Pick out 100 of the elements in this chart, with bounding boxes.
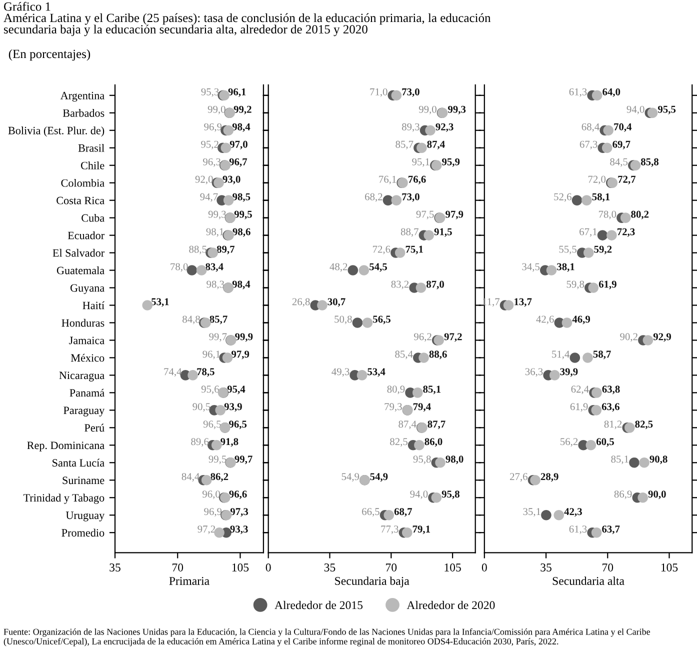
point	[384, 510, 394, 520]
data-label: 67,3	[580, 140, 598, 150]
data-label: 95,2	[201, 140, 218, 150]
data-label: 94,0	[410, 490, 428, 500]
point	[582, 352, 593, 363]
x-tick-label: 70	[172, 563, 184, 572]
data-label: 46,9	[572, 316, 590, 324]
data-label: 42,3	[564, 508, 582, 517]
y-tick-label: Trinidad y Tabago	[23, 494, 104, 504]
point	[362, 318, 373, 328]
data-label: 80,2	[631, 210, 649, 220]
data-label: 95,5	[658, 106, 676, 114]
chart-title: Gráfico 1 América Latina y el Caribe (25 países): tasa de conclusión de la educación primaria, la educación secundaria baja y la educación secundaria alta, alrededor de 2015 y 2020	[4, 2, 491, 36]
point	[586, 440, 596, 450]
data-label: 98,1	[206, 228, 224, 237]
data-label: 95,3	[201, 88, 219, 97]
point	[620, 212, 631, 223]
data-label: 90,5	[192, 403, 210, 412]
y-tick-label: Paraguay	[64, 406, 105, 416]
data-label: 72,0	[588, 176, 606, 184]
data-label: 61,3	[569, 526, 587, 534]
point	[597, 230, 608, 240]
data-label: 82,5	[390, 438, 408, 447]
x-tick-label: 70	[386, 563, 397, 572]
y-tick-label: El Salvador	[52, 248, 104, 257]
data-label: 97,3	[230, 508, 248, 517]
y-tick-label: Panamá	[70, 388, 104, 397]
x-tick-label: 35	[110, 564, 120, 572]
data-label: 96,9	[204, 123, 222, 132]
y-tick-label: Suriname	[62, 476, 104, 484]
data-label: 88,7	[400, 228, 418, 237]
point	[223, 125, 234, 136]
point	[602, 142, 612, 153]
data-label: 96,1	[228, 88, 246, 97]
data-label: 72,6	[372, 246, 390, 254]
point	[416, 142, 427, 153]
data-label: 87,4	[398, 420, 416, 430]
data-label: 99,3	[448, 106, 466, 114]
legend-label: Alrededor de 2015	[274, 600, 363, 610]
data-label: 85,8	[640, 158, 659, 167]
point	[570, 352, 580, 363]
data-label: 99,7	[209, 333, 227, 342]
data-label: 94,7	[200, 193, 218, 202]
point	[391, 90, 402, 101]
data-label: 96,3	[203, 158, 221, 167]
data-label: 78,5	[197, 368, 214, 377]
data-label: 81,2	[604, 420, 622, 430]
data-label: 95,1	[412, 158, 430, 167]
data-label: 99,5	[234, 210, 252, 220]
data-label: 69,7	[612, 140, 630, 150]
data-label: 86,2	[210, 473, 228, 482]
point	[211, 440, 222, 450]
data-label: 75,1	[406, 246, 423, 254]
data-label: 94,0	[626, 106, 644, 114]
x-axis-title: Primaria	[169, 576, 210, 585]
point	[223, 195, 234, 206]
data-label: 59,2	[594, 246, 612, 254]
data-label: 28,9	[540, 473, 558, 482]
data-label: 38,1	[557, 263, 574, 272]
point	[214, 527, 224, 538]
legend-label: Alrededor de 2020	[406, 600, 495, 610]
data-label: 86,0	[424, 438, 442, 447]
point	[642, 335, 654, 346]
y-tick-label: Argentina	[60, 92, 104, 102]
point	[222, 352, 233, 363]
data-label: 89,7	[216, 246, 235, 254]
data-label: 98,4	[232, 123, 250, 132]
data-label: 83,4	[206, 263, 224, 272]
data-label: 88,5	[189, 246, 207, 254]
point	[572, 195, 582, 206]
data-label: 54,5	[370, 263, 387, 272]
data-label: 61,9	[598, 280, 616, 290]
data-label: 96,2	[414, 333, 432, 342]
data-label: 49,3	[332, 368, 350, 377]
data-label: 92,9	[653, 333, 671, 342]
x-tick-label: 105	[661, 563, 678, 572]
data-label: 99,9	[235, 333, 253, 342]
data-label: 99,0	[208, 106, 226, 114]
y-tick-label: Guyana	[70, 284, 104, 294]
y-tick-label: Rep. Dominicana	[27, 442, 104, 452]
data-label: 74,4	[164, 368, 182, 377]
data-label: 26,8	[292, 298, 310, 307]
x-tick-label: 0	[482, 563, 487, 572]
data-label: 95,4	[227, 386, 246, 394]
y-tick-label: Jamaica	[69, 336, 104, 344]
y-tick-label: México	[70, 354, 104, 362]
x-tick-label: 70	[602, 563, 614, 572]
point	[196, 265, 207, 276]
data-label: 85,1	[611, 456, 628, 464]
data-label: 84,5	[610, 158, 628, 167]
x-tick-label: 35	[324, 564, 336, 572]
data-label: 52,6	[554, 193, 572, 202]
data-label: 93,3	[230, 526, 248, 534]
data-label: 50,8	[334, 316, 352, 324]
data-label: 56,2	[560, 438, 578, 447]
data-label: 98,0	[446, 456, 464, 464]
data-label: 99,5	[208, 456, 226, 464]
point	[638, 492, 648, 503]
data-label: 90,0	[648, 490, 666, 500]
point	[356, 370, 368, 380]
